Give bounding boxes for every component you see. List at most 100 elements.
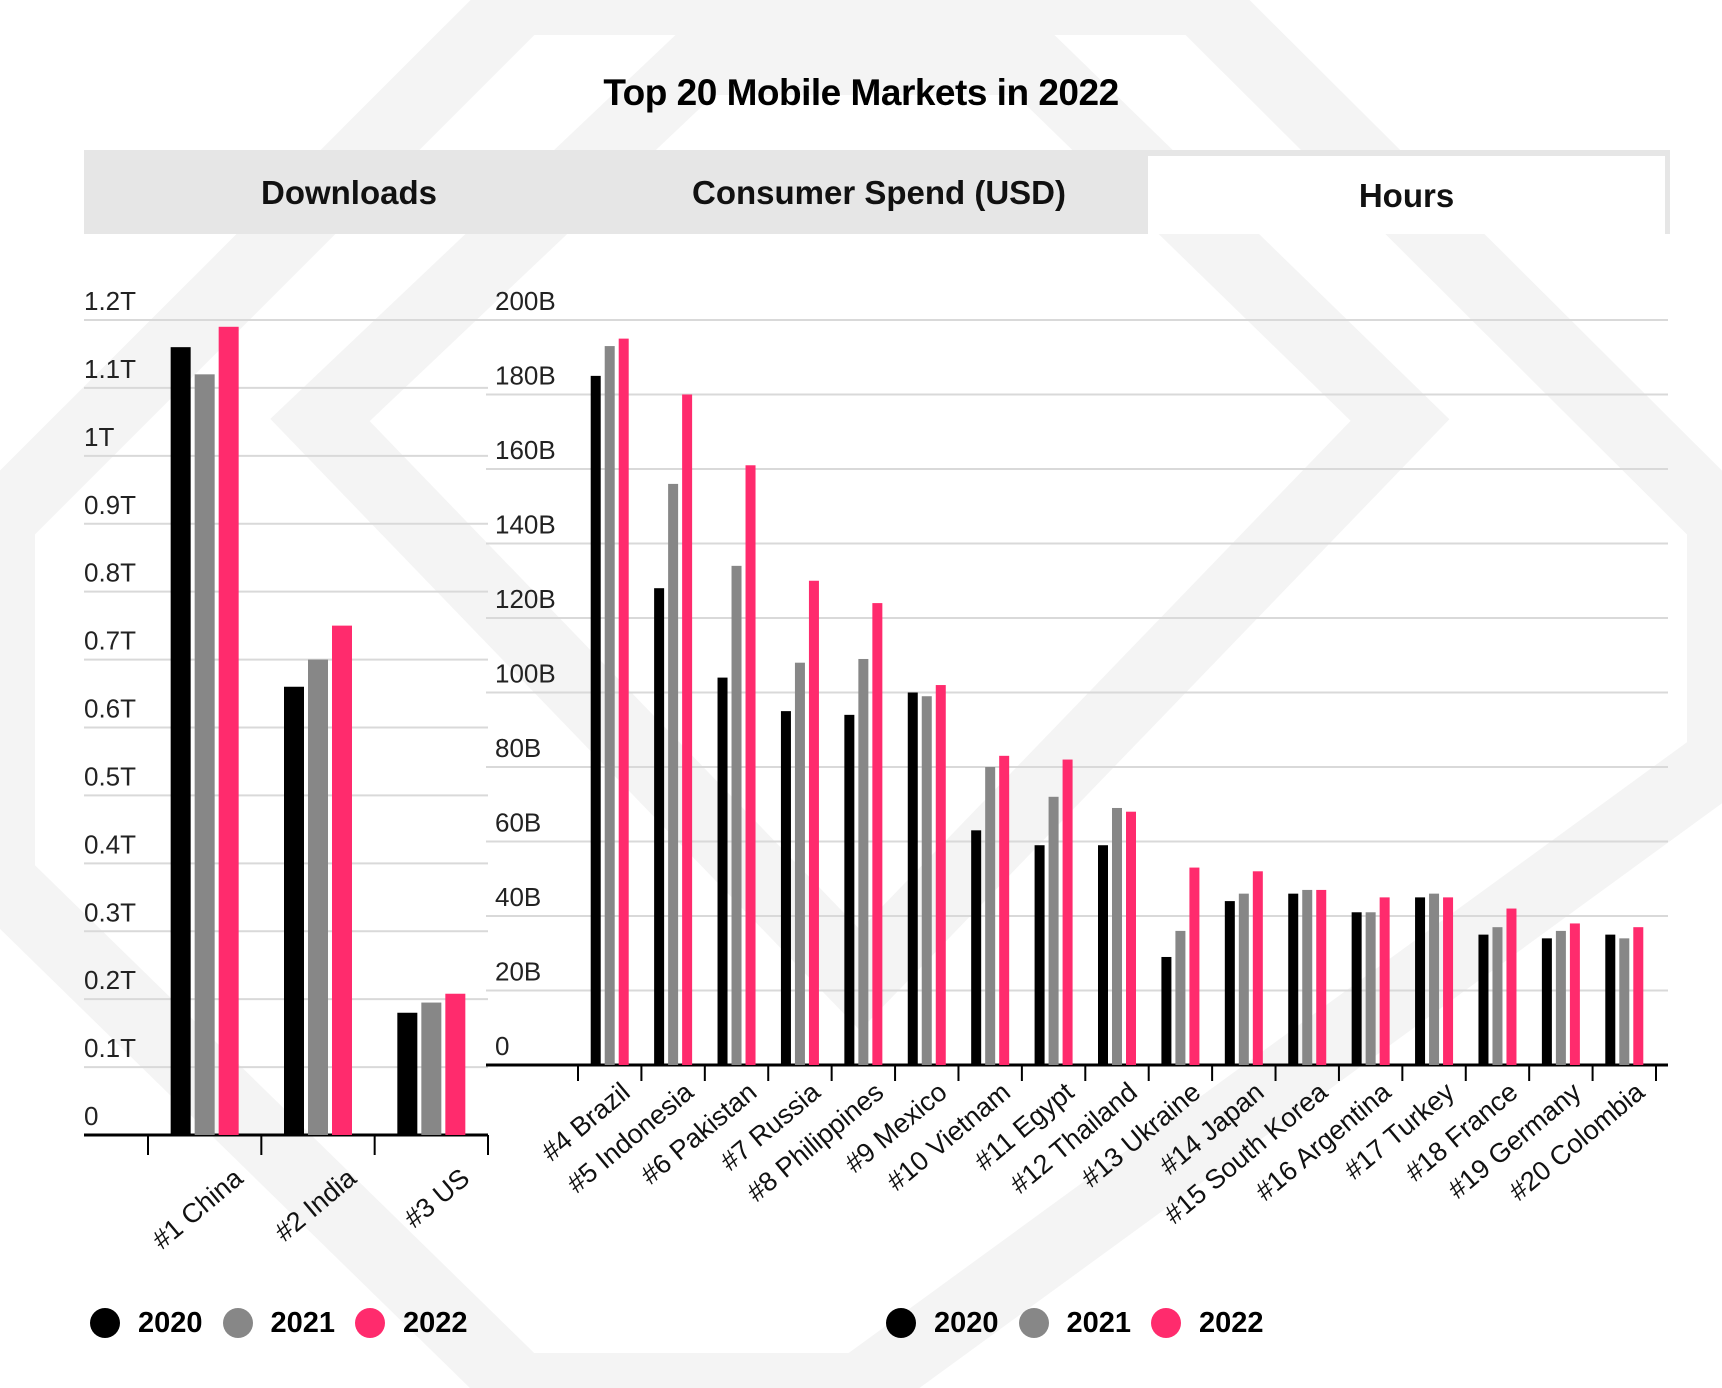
bar-2021 <box>1555 930 1566 1065</box>
bar-2022 <box>1252 871 1263 1065</box>
bar-2021 <box>604 346 615 1065</box>
bar-2021 <box>731 565 742 1065</box>
bar-2022 <box>872 603 883 1065</box>
y-tick-label: 160B <box>495 435 556 465</box>
bar-2022 <box>1062 759 1073 1065</box>
legend-dot-2021 <box>1018 1308 1049 1338</box>
bar-2022 <box>1126 811 1136 1065</box>
legend-item-2020: 2020 <box>886 1307 999 1340</box>
y-tick-label: 60B <box>495 808 541 838</box>
tab-consumer-spend[interactable]: Consumer Spend (USD) <box>691 174 1067 211</box>
bar-2020 <box>654 588 665 1065</box>
y-tick-label: 40B <box>495 882 541 912</box>
legend-label: 2022 <box>1199 1306 1264 1339</box>
bar-2020 <box>1351 912 1362 1065</box>
bar-2022 <box>745 465 756 1065</box>
bar-2021 <box>1175 930 1186 1065</box>
bar-2021 <box>858 658 869 1065</box>
bar-2020 <box>1541 938 1552 1065</box>
bar-2021 <box>1619 938 1630 1065</box>
legend-label: 2020 <box>934 1306 999 1339</box>
bar-2020 <box>844 714 855 1065</box>
y-tick-label: 0.9T <box>84 490 136 520</box>
y-tick-label: 1.1T <box>84 354 136 384</box>
bar-2022 <box>218 326 239 1136</box>
bar-2021 <box>1238 893 1249 1065</box>
bar-2022 <box>1189 867 1200 1065</box>
legend-label: 2021 <box>1066 1306 1132 1339</box>
bar-2022 <box>1506 908 1517 1065</box>
bar-2020 <box>1288 893 1299 1065</box>
bar-2022 <box>808 580 819 1065</box>
legend-item-2021: 2021 <box>222 1306 336 1340</box>
bar-2020 <box>1224 901 1235 1065</box>
bar-2020 <box>284 686 304 1135</box>
bar-2022 <box>1633 927 1644 1065</box>
y-tick-label: 100B <box>495 659 556 689</box>
y-tick-label: 0.8T <box>84 558 136 588</box>
tab-hours[interactable]: Hours <box>1148 156 1670 234</box>
bar-2021 <box>1365 912 1376 1065</box>
bar-2022 <box>999 755 1010 1065</box>
bar-2021 <box>985 767 996 1065</box>
y-tick-label: 0.2T <box>84 965 136 995</box>
legend-item-2022: 2022 <box>1151 1307 1264 1340</box>
tab-downloads[interactable]: Downloads <box>260 174 437 211</box>
bar-2021 <box>1302 889 1313 1065</box>
bar-2020 <box>1478 934 1489 1065</box>
bar-2022 <box>332 625 352 1135</box>
bar-2022 <box>935 685 946 1065</box>
bar-2022 <box>682 394 693 1065</box>
legend-label: 2021 <box>270 1306 336 1339</box>
bar-2020 <box>1161 956 1172 1065</box>
legend-dot-2022 <box>355 1308 386 1338</box>
y-tick-label: 80B <box>495 733 541 763</box>
bar-2021 <box>308 659 328 1135</box>
bar-2020 <box>717 677 728 1065</box>
bar-2020 <box>590 375 601 1065</box>
bar-2020 <box>170 347 191 1136</box>
bar-2021 <box>1112 807 1122 1065</box>
y-tick-label: 0.6T <box>84 694 136 724</box>
bar-2021 <box>1048 796 1059 1065</box>
legend-label: 2022 <box>403 1306 468 1339</box>
y-tick-label: 0.7T <box>84 626 136 656</box>
bar-2020 <box>1098 845 1108 1065</box>
legend-dot-2022 <box>1151 1308 1182 1338</box>
bar-2021 <box>1492 927 1503 1065</box>
y-tick-label: 0.5T <box>84 761 136 791</box>
legend-dot-2020 <box>886 1308 916 1338</box>
bar-2021 <box>194 374 215 1135</box>
bar-2022 <box>1379 897 1390 1065</box>
bar-2020 <box>971 830 982 1065</box>
y-tick-label: 0 <box>495 1031 509 1061</box>
legend-dot-2020 <box>90 1308 120 1338</box>
bar-2021 <box>668 483 679 1065</box>
y-tick-label: 0.4T <box>84 829 136 859</box>
bar-2022 <box>618 338 629 1065</box>
bar-2020 <box>1415 897 1426 1065</box>
legend-item-2022: 2022 <box>355 1307 468 1340</box>
watermark-shape <box>270 25 1450 1031</box>
y-tick-label: 180B <box>495 361 556 391</box>
y-tick-label: 140B <box>495 510 556 540</box>
bar-2020 <box>1605 934 1616 1065</box>
y-tick-label: 1T <box>84 422 114 452</box>
bar-2020 <box>1034 845 1045 1065</box>
legend-left: 2020 2021 2022 <box>90 1300 488 1346</box>
bar-2022 <box>1443 897 1454 1065</box>
bar-2020 <box>907 692 918 1065</box>
bar-2020 <box>397 1012 418 1135</box>
y-tick-label: 120B <box>495 584 556 614</box>
bar-2022 <box>1316 889 1327 1065</box>
bar-2022 <box>445 993 466 1135</box>
bar-2022 <box>1569 923 1580 1065</box>
legend-dot-2021 <box>222 1308 253 1338</box>
y-tick-label: 200B <box>495 286 556 316</box>
y-tick-label: 0 <box>84 1101 98 1131</box>
legend-right: 2020 2021 2022 <box>886 1300 1284 1346</box>
bar-2021 <box>1429 893 1440 1065</box>
chart-title: Top 20 Mobile Markets in 2022 <box>603 72 1119 113</box>
